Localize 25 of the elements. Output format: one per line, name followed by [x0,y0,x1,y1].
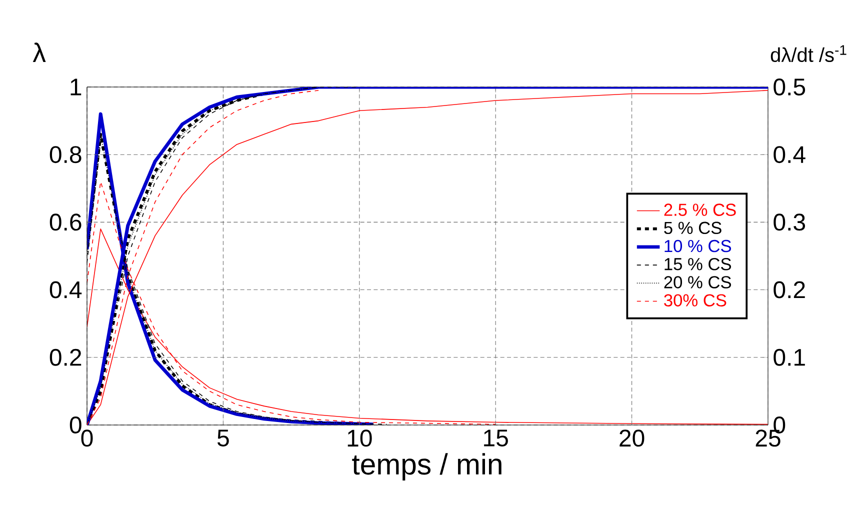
legend-label: 5 % CS [664,222,722,234]
y-tick-label: 0.6 [50,214,82,231]
y-tick-label: 0.2 [50,348,82,366]
x-axis-title: temps / min [352,453,502,481]
legend-label: 2.5 % CS [664,204,736,216]
x-tick-label: 5 [217,430,229,446]
y2-tick-label: 0.4 [774,146,806,164]
y2-axis-title: dλ/dt /s$^{-1}$ [770,45,846,62]
legend-label: 15 % CS [664,258,732,270]
legend-label: 30% CS [664,294,726,306]
y2-tick-label: 0.3 [774,214,806,231]
y-tick-label: 0.8 [50,146,82,164]
y2-tick-label: 0.5 [774,78,806,96]
y-tick-label: 1 [70,78,82,96]
x-tick-label: 15 [484,430,508,446]
y2-tick-label: 0.2 [774,281,805,298]
x-tick-label: 20 [620,430,644,447]
legend-label: 20 % CS [664,276,732,288]
y2-tick-label: 0.1 [774,348,805,366]
x-tick-label: 0 [81,430,93,447]
y-tick-label: 0.4 [50,281,82,298]
legend-label: 10 % CS [664,240,732,252]
x-tick-label: 10 [348,430,372,447]
y-tick-label: 0 [70,416,82,434]
y-axis-title: λ [32,42,46,62]
